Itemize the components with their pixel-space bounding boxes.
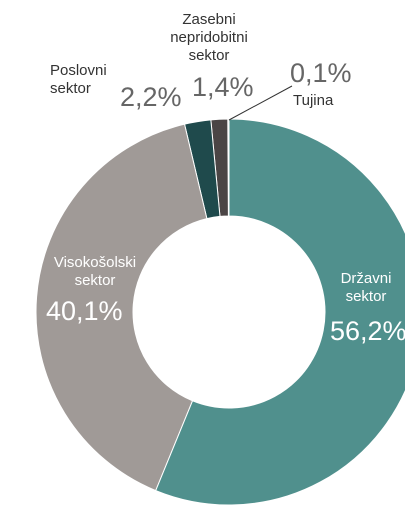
value-label: 40,1% [46,296,123,326]
donut-segment [183,119,221,220]
donut-segment [155,118,405,506]
category-label: Visokošolski sektor [53,254,137,289]
category-label: Tujina [293,92,334,109]
category-label: Poslovni sektor [50,62,107,97]
value-label: 0,1% [290,58,352,88]
value-label: 56,2% [330,316,405,346]
value-label: 2,2% [120,82,182,112]
category-label: Zasebni nepridobitni sektor [170,11,248,64]
category-label: Državni sektor [340,270,392,305]
donut-segment [35,123,208,492]
value-label: 1,4% [192,72,254,102]
leader-line [228,85,293,121]
donut-segment [210,118,229,217]
